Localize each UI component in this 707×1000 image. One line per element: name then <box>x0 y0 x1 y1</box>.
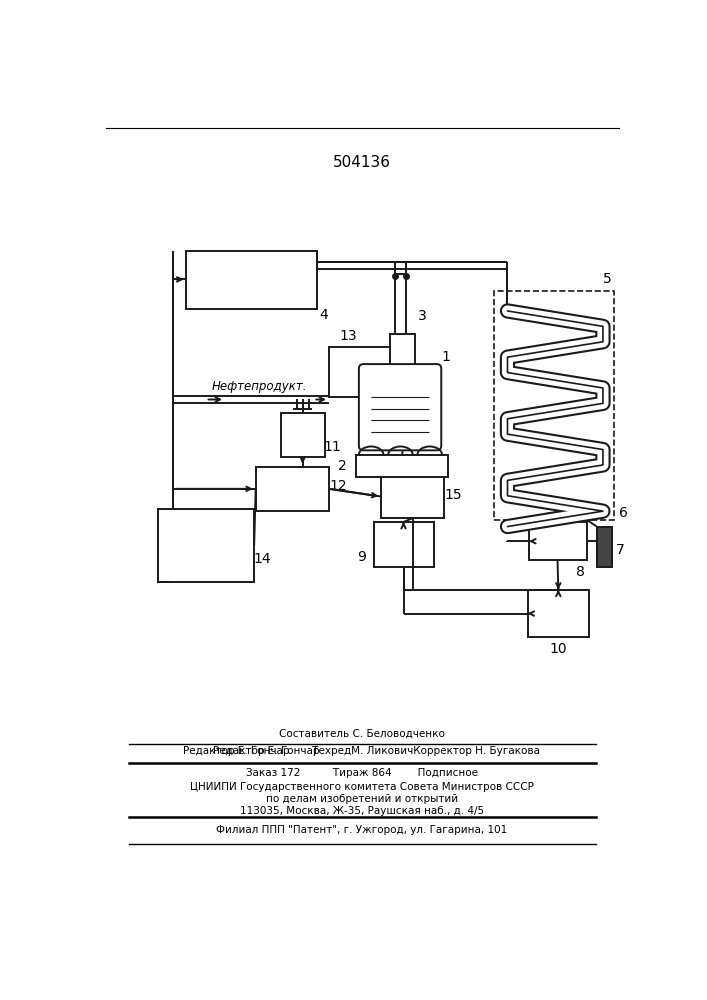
FancyBboxPatch shape <box>527 590 589 637</box>
Text: Заказ 172          Тираж 864        Подписное: Заказ 172 Тираж 864 Подписное <box>246 768 478 778</box>
Text: 1: 1 <box>441 350 450 364</box>
Text: Редактор Е. Гончар: Редактор Е. Гончар <box>214 746 320 756</box>
Text: 113035, Москва, Ж-35, Раушская наб., д. 4/5: 113035, Москва, Ж-35, Раушская наб., д. … <box>240 806 484 816</box>
FancyBboxPatch shape <box>281 413 325 457</box>
Text: Нефтепродукт.: Нефтепродукт. <box>212 380 308 393</box>
Text: Филиал ППП "Патент", г. Ужгород, ул. Гагарина, 101: Филиал ППП "Патент", г. Ужгород, ул. Гаг… <box>216 825 508 835</box>
Text: 10: 10 <box>549 642 567 656</box>
Text: ЦНИИПИ Государственного комитета Совета Министров СССР: ЦНИИПИ Государственного комитета Совета … <box>190 782 534 792</box>
Text: 2: 2 <box>337 459 346 473</box>
FancyBboxPatch shape <box>597 527 612 567</box>
FancyBboxPatch shape <box>381 476 444 518</box>
Text: 13: 13 <box>339 329 357 343</box>
Text: 8: 8 <box>576 565 585 579</box>
FancyBboxPatch shape <box>187 251 317 309</box>
Text: 4: 4 <box>319 308 328 322</box>
FancyBboxPatch shape <box>329 347 398 397</box>
Text: по делам изобретений и открытий: по делам изобретений и открытий <box>266 794 458 804</box>
Text: 5: 5 <box>603 272 612 286</box>
FancyBboxPatch shape <box>158 509 254 582</box>
FancyBboxPatch shape <box>494 291 614 520</box>
Text: Редактор Е. Гончар       ТехредМ. ЛиковичКорректор Н. Бугакова: Редактор Е. Гончар ТехредМ. ЛиковичКорре… <box>183 746 540 756</box>
Text: 3: 3 <box>419 309 427 323</box>
Text: 7: 7 <box>616 543 624 557</box>
Text: 6: 6 <box>619 506 627 520</box>
FancyBboxPatch shape <box>359 364 441 450</box>
FancyBboxPatch shape <box>529 522 587 560</box>
Text: 9: 9 <box>358 550 366 564</box>
FancyBboxPatch shape <box>256 466 329 511</box>
Text: 14: 14 <box>253 552 271 566</box>
Text: 11: 11 <box>324 440 341 454</box>
Text: 15: 15 <box>445 488 462 502</box>
Text: 12: 12 <box>329 479 347 493</box>
Text: 504136: 504136 <box>333 155 391 170</box>
Text: Составитель С. Беловодченко: Составитель С. Беловодченко <box>279 729 445 739</box>
FancyBboxPatch shape <box>390 334 415 369</box>
FancyBboxPatch shape <box>356 455 448 477</box>
FancyBboxPatch shape <box>373 522 433 567</box>
